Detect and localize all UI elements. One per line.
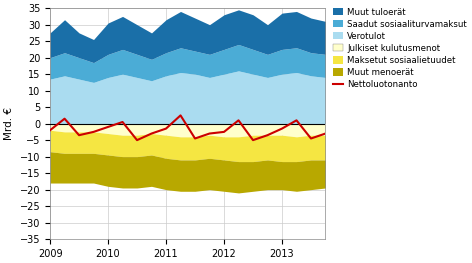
Legend: Muut tuloerät, Saadut sosiaaliturvamaksut, Verotulot, Julkiset kulutusmenot, Mak: Muut tuloerät, Saadut sosiaaliturvamaksu…: [333, 8, 467, 89]
Y-axis label: Mrd. €: Mrd. €: [4, 107, 14, 140]
